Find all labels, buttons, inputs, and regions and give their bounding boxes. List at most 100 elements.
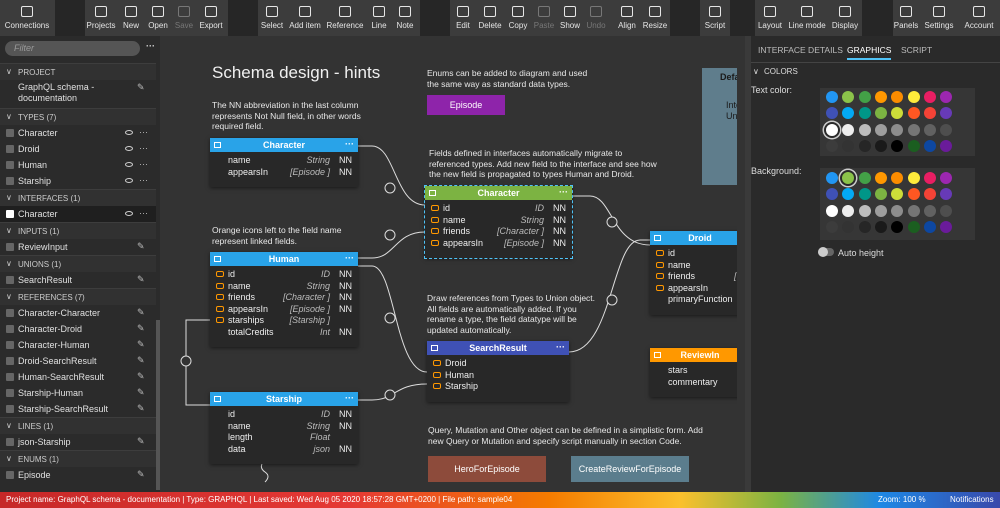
toolbar-button[interactable]: Export <box>183 0 239 36</box>
color-swatch[interactable] <box>940 139 953 152</box>
color-swatch[interactable] <box>826 107 838 120</box>
color-swatch[interactable] <box>891 204 904 217</box>
toolbar-button[interactable]: Save <box>156 0 212 36</box>
color-swatch[interactable] <box>940 107 953 120</box>
color-swatch[interactable] <box>923 172 936 184</box>
toolbar-button[interactable]: Account <box>951 0 1000 36</box>
tab[interactable]: SCRIPT <box>901 45 933 55</box>
color-swatch[interactable] <box>874 139 887 152</box>
toolbar-button[interactable]: Add item <box>277 0 333 36</box>
color-swatch[interactable] <box>858 204 871 217</box>
color-swatch[interactable] <box>842 139 855 152</box>
color-swatch[interactable] <box>923 204 936 217</box>
color-swatch[interactable] <box>940 204 953 217</box>
color-swatch[interactable] <box>940 123 953 136</box>
color-swatch[interactable] <box>874 123 887 136</box>
toolbar-button[interactable]: Panels <box>878 0 934 36</box>
color-swatch[interactable] <box>907 139 920 152</box>
color-swatch[interactable] <box>842 91 855 103</box>
color-swatch[interactable] <box>858 91 871 103</box>
toolbar-button[interactable]: Align <box>599 0 655 36</box>
color-swatch[interactable] <box>923 123 936 136</box>
section-header[interactable]: PROJECT ∨ <box>0 63 156 80</box>
color-swatch[interactable] <box>907 220 920 233</box>
object-button[interactable]: CreateReviewForEpisode <box>571 456 689 482</box>
color-swatch[interactable] <box>858 107 871 120</box>
filter-input[interactable]: Filter <box>5 41 140 56</box>
sidebar-item[interactable]: Episode ✎ <box>0 467 156 483</box>
sidebar-item[interactable]: Human-SearchResult ✎ <box>0 369 156 385</box>
sidebar-item[interactable]: SearchResult ✎ <box>0 272 156 288</box>
color-swatch[interactable] <box>923 220 936 233</box>
toolbar-button[interactable]: Projects <box>73 0 129 36</box>
color-swatch[interactable] <box>858 172 871 184</box>
color-swatch[interactable] <box>907 188 920 201</box>
color-swatch[interactable] <box>826 139 838 152</box>
object-button[interactable]: HeroForEpisode <box>428 456 546 482</box>
color-swatch[interactable] <box>874 204 887 217</box>
color-swatch[interactable] <box>923 139 936 152</box>
section-header[interactable]: INPUTS (1) ∨ <box>0 222 156 239</box>
sidebar-item[interactable]: Starship ··· <box>0 173 156 189</box>
entity[interactable]: SearchResult ··· Droid Human Starship <box>427 341 569 402</box>
entity[interactable]: Human ··· id ID NN name String NN friends [Charac… <box>210 252 358 347</box>
color-swatch[interactable] <box>907 107 920 120</box>
toolbar-button[interactable]: Resize <box>627 0 683 36</box>
sidebar-item[interactable]: Starship-Human ✎ <box>0 385 156 401</box>
color-swatch[interactable] <box>826 188 838 201</box>
sidebar-item[interactable]: Character ··· <box>0 125 156 141</box>
color-swatch[interactable] <box>907 91 920 103</box>
entity[interactable]: Character ··· name String NN appearsIn [Episod… <box>210 138 358 187</box>
status-notifications[interactable]: Notifications <box>950 495 994 504</box>
toolbar-button[interactable]: Note <box>377 0 433 36</box>
entity[interactable]: Starship ··· id ID NN name String NN length Float… <box>210 392 358 464</box>
toolbar-button[interactable]: Script <box>687 0 743 36</box>
color-swatch[interactable] <box>940 172 953 184</box>
color-swatch[interactable] <box>874 91 887 103</box>
sidebar-item[interactable]: ReviewInput ✎ <box>0 239 156 255</box>
toolbar-button[interactable]: Edit <box>435 0 491 36</box>
enum-button[interactable]: Episode <box>427 95 505 115</box>
color-swatch[interactable] <box>940 91 953 103</box>
toolbar-button[interactable]: Line mode <box>779 0 835 36</box>
color-swatch[interactable] <box>842 107 855 120</box>
color-swatch[interactable] <box>858 220 871 233</box>
toolbar-button[interactable]: Paste <box>516 0 572 36</box>
color-swatch[interactable] <box>891 220 904 233</box>
color-swatch[interactable] <box>826 172 838 184</box>
color-swatch[interactable] <box>858 123 871 136</box>
toolbar-button[interactable]: Show <box>542 0 598 36</box>
color-swatch[interactable] <box>891 172 904 184</box>
sidebar-item[interactable]: Character-Character ✎ <box>0 305 156 321</box>
color-swatch[interactable] <box>874 172 887 184</box>
color-swatch[interactable] <box>826 220 838 233</box>
toolbar-button[interactable]: Line <box>351 0 407 36</box>
sidebar-item[interactable]: GraphQL schema - documentation ✎ <box>0 80 156 108</box>
color-swatch[interactable] <box>923 107 936 120</box>
toolbar-button[interactable]: Undo <box>568 0 624 36</box>
color-swatch[interactable] <box>940 220 953 233</box>
color-swatch[interactable] <box>891 123 904 136</box>
color-swatch[interactable] <box>858 188 871 201</box>
color-swatch[interactable] <box>842 220 855 233</box>
toolbar-button[interactable]: Open <box>130 0 186 36</box>
sidebar-item[interactable]: Character ··· <box>0 206 156 222</box>
toolbar-button[interactable]: Copy <box>490 0 546 36</box>
color-swatch[interactable] <box>826 91 838 103</box>
section-header[interactable]: TYPES (7) ∨ <box>0 108 156 125</box>
sidebar-item[interactable]: Character-Human ✎ <box>0 337 156 353</box>
color-swatch[interactable] <box>891 107 904 120</box>
section-header[interactable]: REFERENCES (7) ∨ <box>0 288 156 305</box>
color-swatch[interactable] <box>907 204 920 217</box>
toolbar-button[interactable]: Reference <box>317 0 373 36</box>
entity[interactable]: Character ··· id ID NN name String NN friends [Ch… <box>424 185 573 259</box>
color-swatch[interactable] <box>891 188 904 201</box>
sidebar-item[interactable]: Character-Droid ✎ <box>0 321 156 337</box>
section-header[interactable]: INTERFACES (1) ∨ <box>0 189 156 206</box>
toolbar-button[interactable]: Display <box>817 0 873 36</box>
toolbar-button[interactable]: Settings <box>911 0 967 36</box>
status-zoom[interactable]: Zoom: 100 % <box>878 495 926 504</box>
tab[interactable]: INTERFACE DETAILS <box>758 45 843 55</box>
